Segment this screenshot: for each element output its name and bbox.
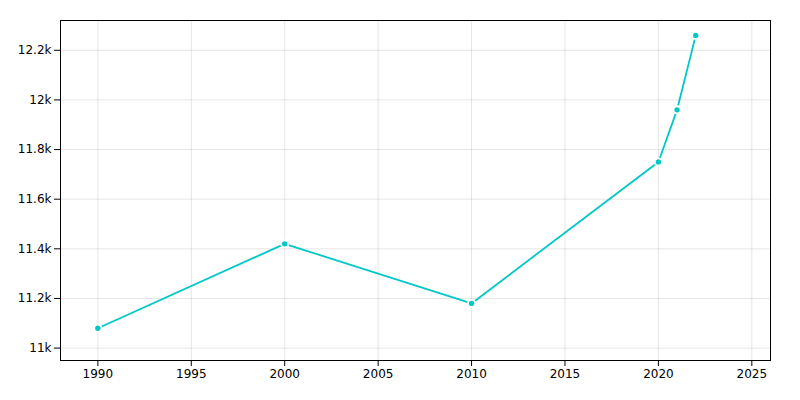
svg-text:2020: 2020 [643, 367, 674, 381]
svg-text:12k: 12k [29, 93, 51, 107]
svg-text:2025: 2025 [737, 367, 768, 381]
svg-text:2010: 2010 [456, 367, 487, 381]
svg-text:1990: 1990 [83, 367, 114, 381]
svg-text:11.8k: 11.8k [18, 142, 52, 156]
svg-text:1995: 1995 [176, 367, 207, 381]
svg-text:2000: 2000 [269, 367, 300, 381]
svg-text:11k: 11k [29, 341, 51, 355]
svg-text:11.4k: 11.4k [18, 242, 52, 256]
svg-text:11.2k: 11.2k [18, 291, 52, 305]
svg-text:2005: 2005 [363, 367, 394, 381]
svg-text:11.6k: 11.6k [18, 192, 52, 206]
svg-text:2015: 2015 [550, 367, 581, 381]
svg-text:12.2k: 12.2k [18, 43, 52, 57]
